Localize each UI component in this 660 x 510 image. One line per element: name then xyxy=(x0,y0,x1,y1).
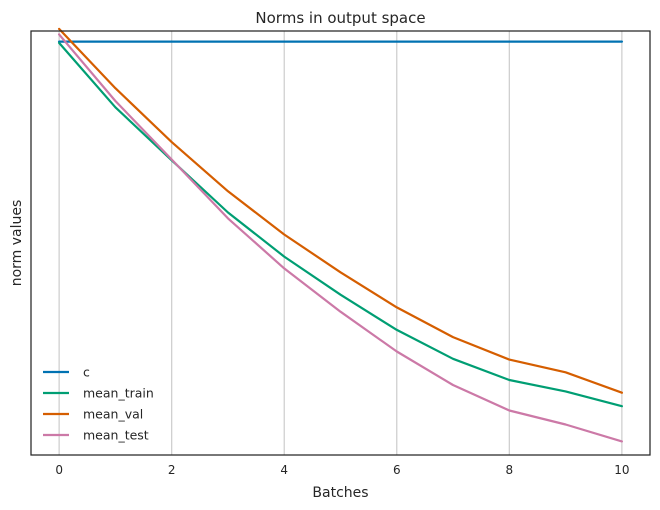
legend-label-mean_val: mean_val xyxy=(83,407,143,422)
series-line-mean_val xyxy=(57,27,624,394)
legend: c mean_train mean_val mean_test xyxy=(43,365,154,443)
legend-label-mean_test: mean_test xyxy=(83,428,149,443)
x-axis-label: Batches xyxy=(312,485,368,501)
x-tick-label: 10 xyxy=(614,463,629,477)
series-lines xyxy=(57,27,624,443)
y-axis-label: norm values xyxy=(9,200,25,287)
x-ticks: 0 2 4 6 8 10 xyxy=(55,463,629,477)
plot-frame xyxy=(30,30,651,456)
x-tick-label: 2 xyxy=(168,463,176,477)
grid xyxy=(58,31,623,455)
x-tick-label: 6 xyxy=(393,463,401,477)
x-tick-label: 0 xyxy=(55,463,63,477)
x-tick-label: 8 xyxy=(505,463,513,477)
legend-label-mean_train: mean_train xyxy=(83,386,154,401)
series-line-mean_train xyxy=(57,41,624,408)
chart-title: Norms in output space xyxy=(255,9,425,27)
legend-label-c: c xyxy=(83,365,90,380)
series-line-mean_test xyxy=(57,33,624,443)
x-tick-label: 4 xyxy=(280,463,288,477)
